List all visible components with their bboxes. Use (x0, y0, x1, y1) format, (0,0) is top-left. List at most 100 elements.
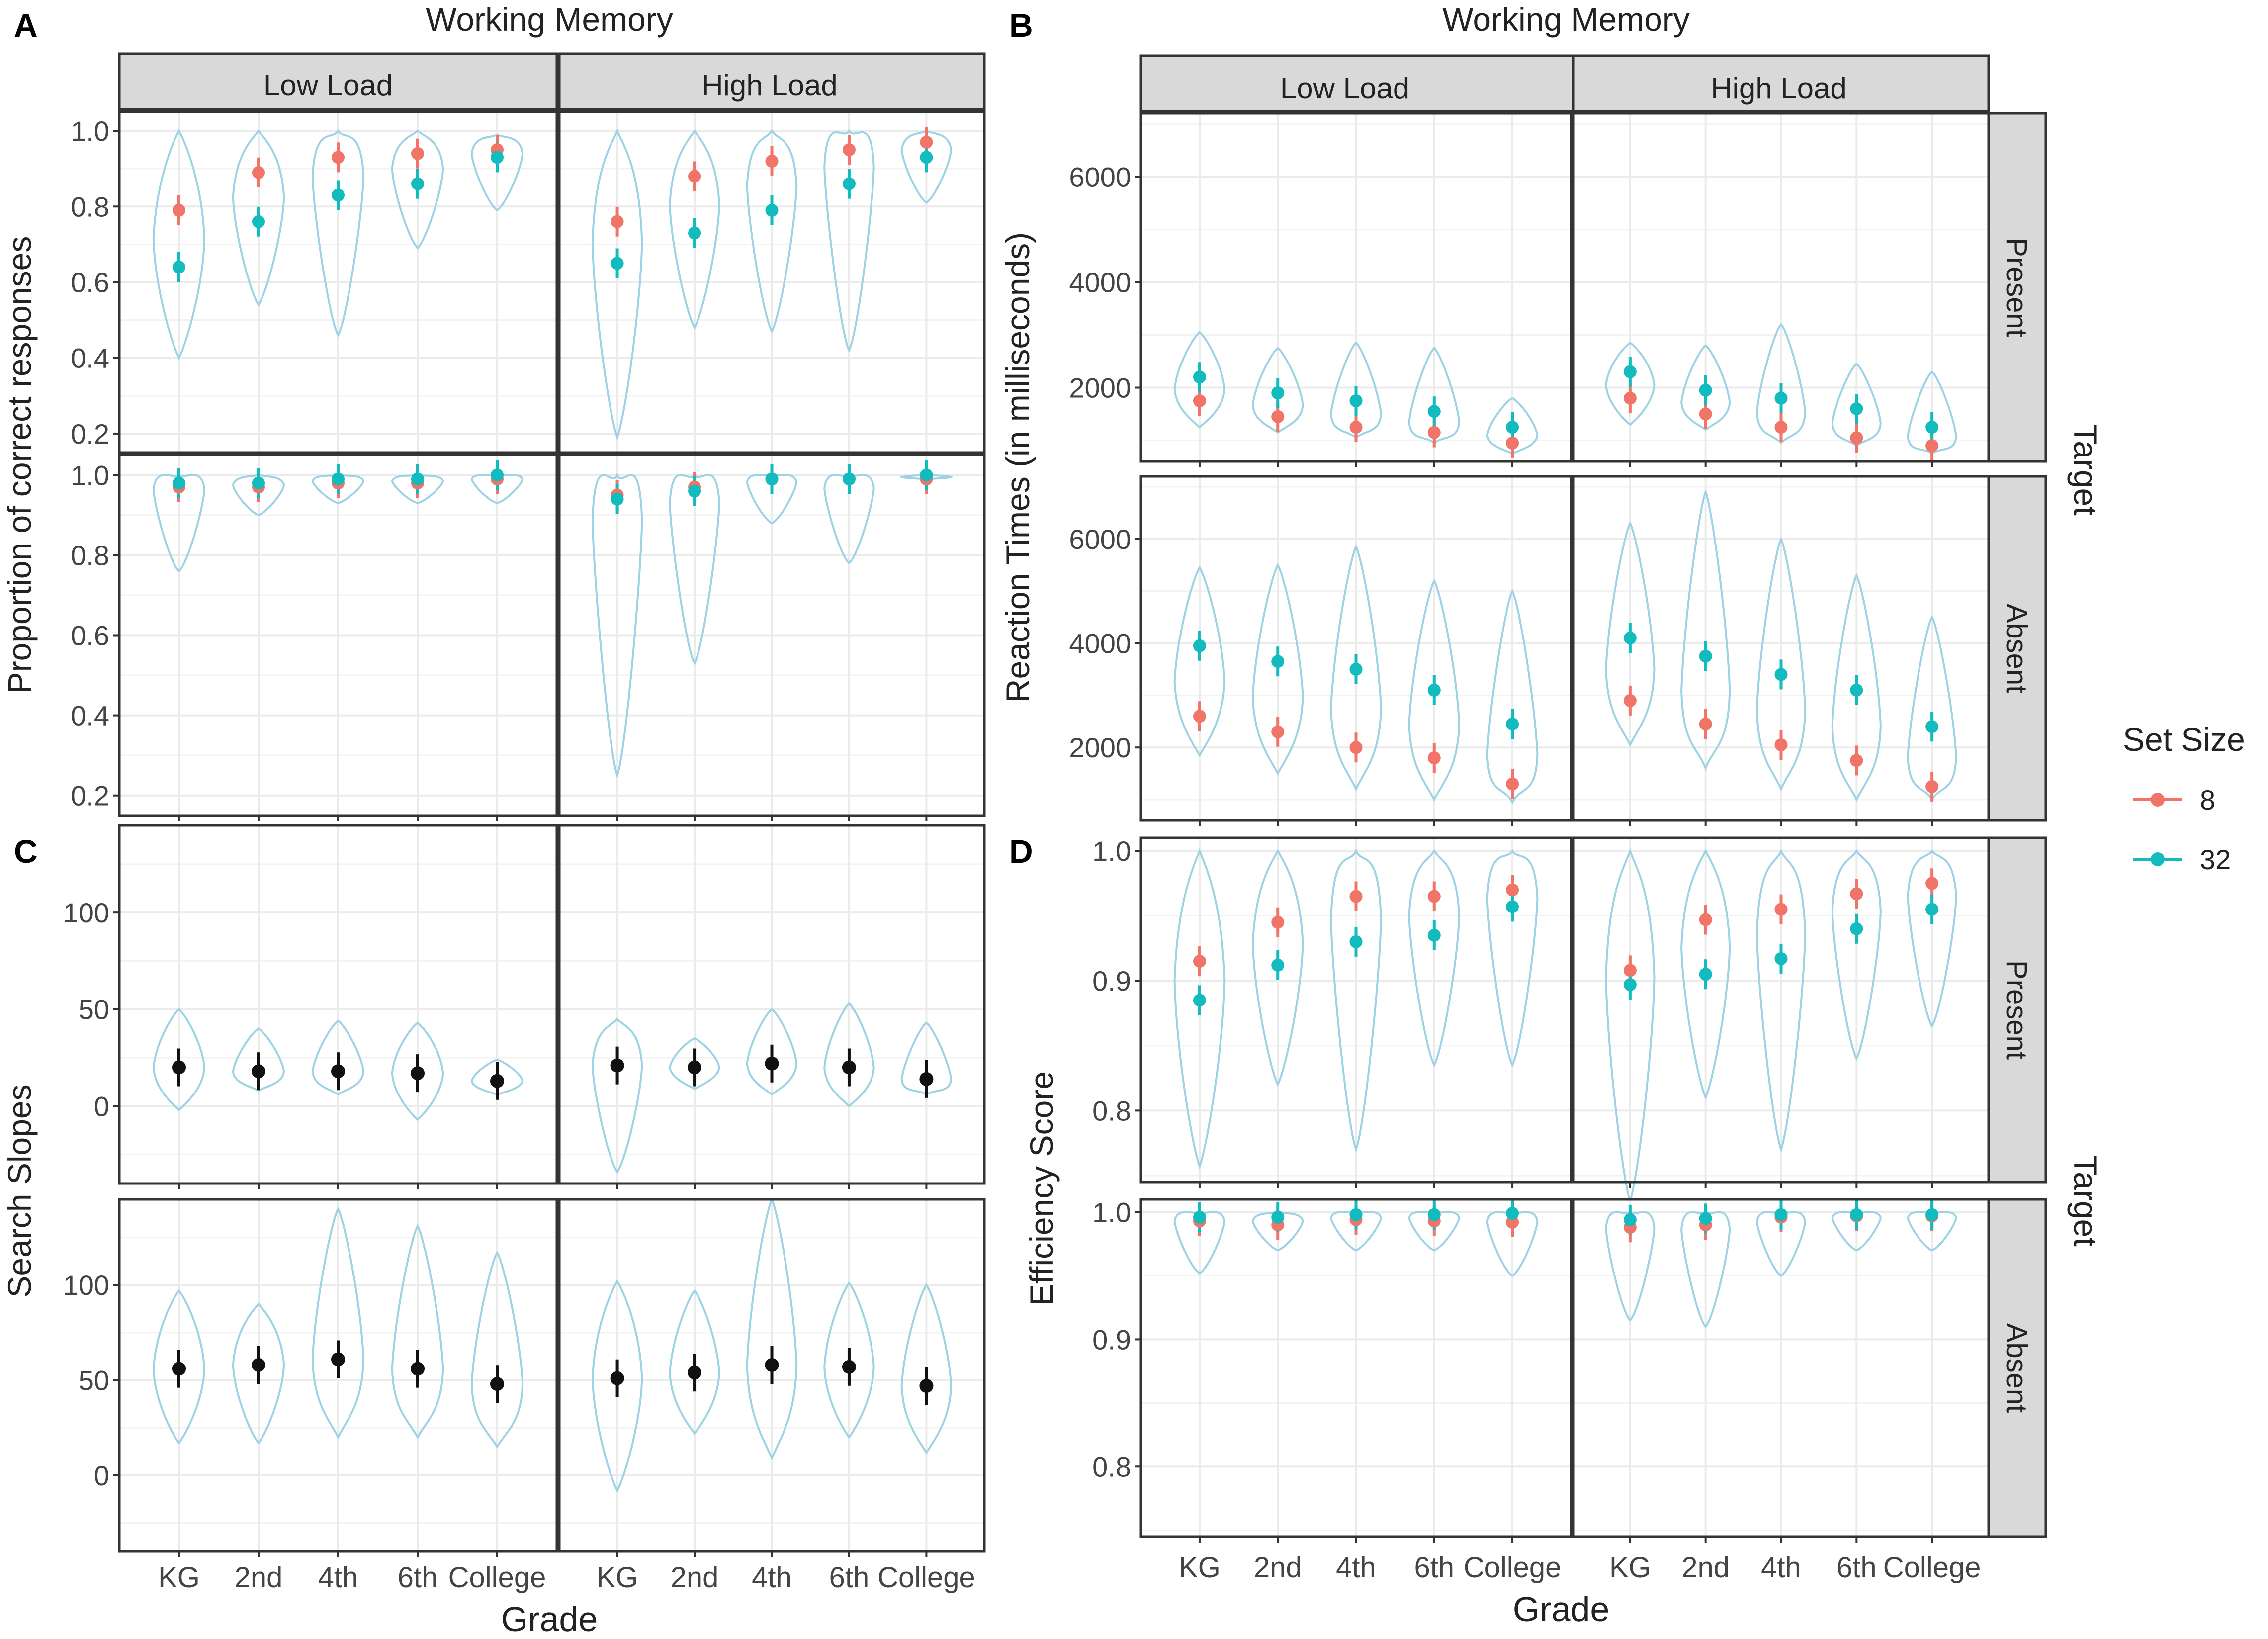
violin-2nd (232, 1027, 285, 1092)
violin-6th (391, 474, 444, 504)
violin-2nd (1251, 563, 1304, 776)
point-set8-kg (173, 203, 185, 217)
violin-4th (746, 474, 798, 525)
point-set32-2nd (1699, 649, 1712, 663)
violin-college (1486, 849, 1539, 1068)
y-tick-label: 0.9 (1092, 965, 1131, 997)
point-set8-kg (1623, 964, 1637, 977)
y-tick-label: 0.6 (71, 620, 109, 651)
violin-6th (391, 1224, 444, 1440)
point-slope-college (490, 1377, 504, 1391)
point-slope-4th (765, 1056, 779, 1071)
point-slope-college (490, 1074, 504, 1088)
point-set32-college (1925, 1208, 1939, 1221)
x-tick-label: College (877, 1561, 975, 1594)
violin-4th (311, 129, 365, 338)
strip-high-load-left (558, 52, 986, 111)
violin-2nd (669, 1037, 720, 1090)
point-set8-4th (1349, 421, 1363, 434)
strip-label-low-load-right: Low Load (1280, 72, 1409, 105)
violin-college (470, 1251, 524, 1449)
legend-label-32: 32 (2200, 844, 2231, 875)
point-set8-2nd (252, 166, 265, 179)
point-set32-college (1506, 1207, 1519, 1220)
point-slope-kg (172, 1362, 186, 1376)
y-tick-label: 50 (79, 994, 109, 1025)
violin-2nd (1251, 347, 1304, 434)
point-set32-6th (1850, 683, 1863, 697)
violin-2nd (1680, 489, 1731, 771)
x-tick-label: 2nd (1681, 1551, 1730, 1584)
point-slope-kg (610, 1371, 624, 1385)
facet-d-present-high (1572, 836, 1990, 1205)
violin-4th (1755, 323, 1807, 445)
point-set32-4th (1774, 668, 1788, 681)
y-tick-label: 4000 (1069, 628, 1131, 659)
y-tick-label: 0.6 (71, 267, 109, 298)
panel-b: Reaction Times (in milliseconds) 2000 4000… (999, 112, 1990, 826)
facet-border (1139, 475, 1572, 822)
point-set32-2nd (688, 484, 701, 498)
x-tick-label: 4th (1336, 1551, 1376, 1584)
point-set32-college (920, 151, 933, 164)
x-axis-title-right: Grade (1513, 1590, 1610, 1629)
facet-a-present-high (558, 110, 986, 458)
point-set8-2nd (1271, 410, 1285, 423)
point-slope-6th (842, 1360, 856, 1374)
x-tick-label: 2nd (671, 1561, 719, 1594)
y-tick-label: 0.4 (71, 700, 109, 731)
point-set8-college (1925, 439, 1939, 453)
x-tick-label: KG (1609, 1551, 1651, 1584)
y-tick-label: 0.8 (71, 540, 109, 571)
point-set8-2nd (1271, 915, 1285, 929)
y-axis-title-b: Reaction Times (in milliseconds) (999, 232, 1036, 703)
violin-6th (823, 128, 875, 353)
point-set32-4th (1349, 662, 1363, 676)
violin-kg (591, 1017, 643, 1174)
y-tick-label: 0.8 (1092, 1095, 1131, 1126)
panel-letter-c: C (14, 833, 38, 870)
point-set8-2nd (1699, 718, 1712, 731)
y-tick-label: 0.2 (71, 418, 109, 450)
point-set8-4th (1349, 890, 1363, 903)
violin-kg (152, 1289, 206, 1445)
facet-border (1139, 112, 1572, 463)
strip-label-high-load-right: High Load (1711, 72, 1847, 105)
point-set32-college (1506, 900, 1519, 913)
violin-4th (1755, 848, 1807, 1153)
point-slope-4th (765, 1358, 779, 1372)
point-set32-6th (1850, 922, 1863, 935)
strip-label-low-load-left: Low Load (263, 69, 393, 102)
point-set32-6th (842, 472, 856, 486)
point-set8-2nd (688, 170, 701, 183)
facet-border (1139, 1198, 1572, 1538)
point-slope-4th (331, 1064, 345, 1079)
point-set8-6th (1427, 751, 1441, 765)
point-set32-college (491, 151, 504, 164)
violin-2nd (232, 474, 285, 516)
point-set32-kg (1623, 365, 1637, 378)
point-slope-2nd (688, 1060, 702, 1075)
point-set32-6th (1850, 402, 1863, 415)
point-set32-kg (1193, 1210, 1206, 1224)
point-set32-6th (1427, 405, 1441, 418)
facet-border (1572, 836, 1990, 1184)
point-set32-2nd (1271, 386, 1285, 400)
facet-border (118, 824, 558, 1185)
violin-kg (152, 1008, 206, 1111)
facet-border (1572, 1198, 1990, 1538)
point-set8-kg (1623, 694, 1637, 707)
point-set32-college (1925, 421, 1939, 434)
point-set32-2nd (1271, 958, 1285, 972)
violin-college (1907, 1211, 1957, 1252)
point-set32-2nd (252, 476, 265, 490)
y-tick-label: 1.0 (71, 115, 109, 147)
point-set8-kg (1193, 394, 1206, 408)
point-set8-2nd (1699, 913, 1712, 926)
point-set32-kg (1193, 639, 1206, 652)
violin-college (1907, 849, 1957, 1028)
point-set8-6th (1427, 890, 1441, 903)
point-set32-4th (1349, 1208, 1363, 1221)
x-tick-label: College (1464, 1551, 1562, 1584)
